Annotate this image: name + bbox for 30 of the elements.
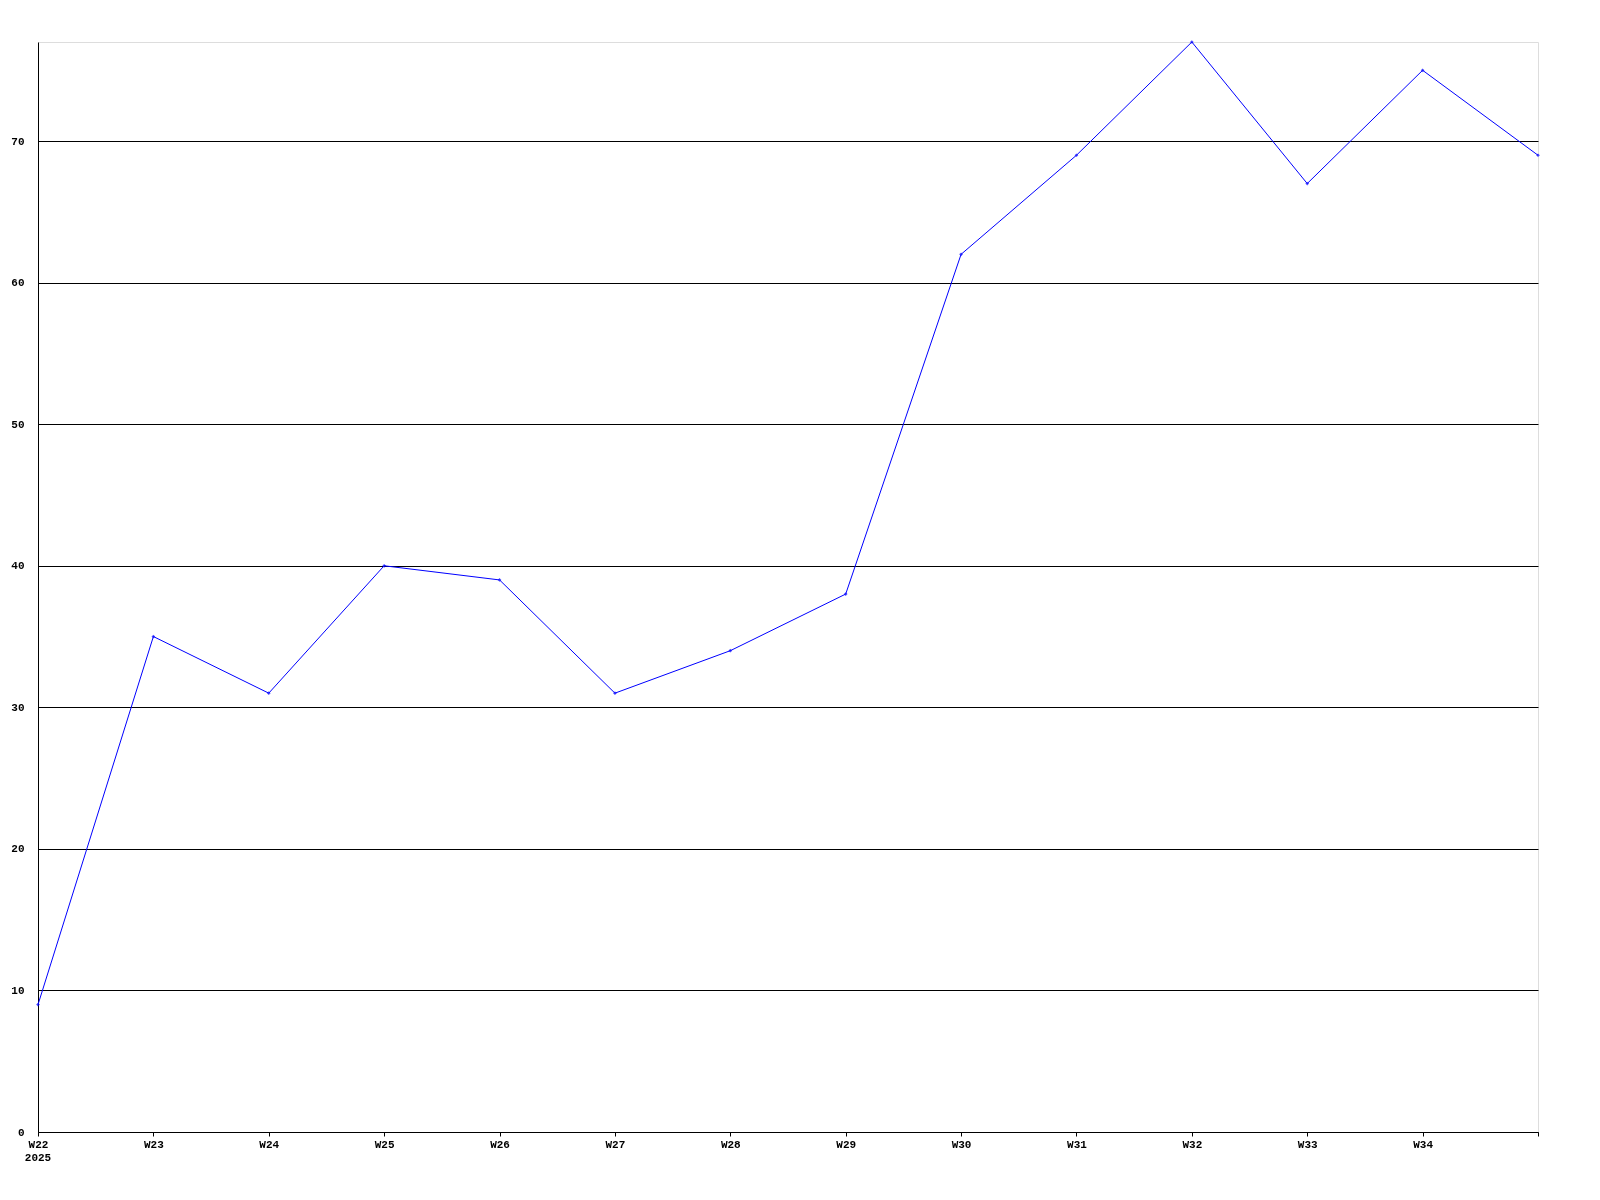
- point: [959, 252, 963, 257]
- point: [497, 578, 502, 582]
- text: 2025: [24, 1152, 52, 1164]
- y-tick-label: 20: [11, 843, 25, 856]
- x-tick-label: W26: [490, 1138, 510, 1151]
- x-tick-label: W29: [836, 1138, 857, 1151]
- point: [1074, 153, 1079, 158]
- point: [36, 1002, 40, 1007]
- x-tick-label: W31: [1067, 1138, 1088, 1151]
- y-tick-label: 10: [11, 984, 25, 997]
- y-tick-label: 40: [11, 560, 25, 573]
- x-tick-label: W23: [143, 1138, 165, 1151]
- x-tick-label: W32: [1182, 1138, 1203, 1151]
- point: [1305, 181, 1310, 186]
- y-tick-label: 60: [11, 277, 25, 290]
- point: [843, 592, 848, 596]
- y-tick-label: 50: [11, 418, 25, 431]
- point: [1189, 40, 1194, 44]
- point: [1536, 153, 1540, 158]
- x-tick-label: W25: [374, 1138, 395, 1151]
- x-tick-label: W27: [605, 1138, 626, 1151]
- x-tick-label: W28: [720, 1138, 742, 1151]
- x-tick-label: W24: [259, 1138, 280, 1151]
- x-tick-label: W34: [1413, 1138, 1434, 1151]
- y-tick-label: 70: [11, 135, 25, 148]
- x-tick-label: W22: [28, 1138, 49, 1151]
- y-tick-label: 30: [11, 701, 25, 714]
- x-tick-label: W30: [951, 1138, 972, 1151]
- x-tick-label: W33: [1297, 1138, 1319, 1151]
- y-tick-label: 0: [17, 1126, 25, 1139]
